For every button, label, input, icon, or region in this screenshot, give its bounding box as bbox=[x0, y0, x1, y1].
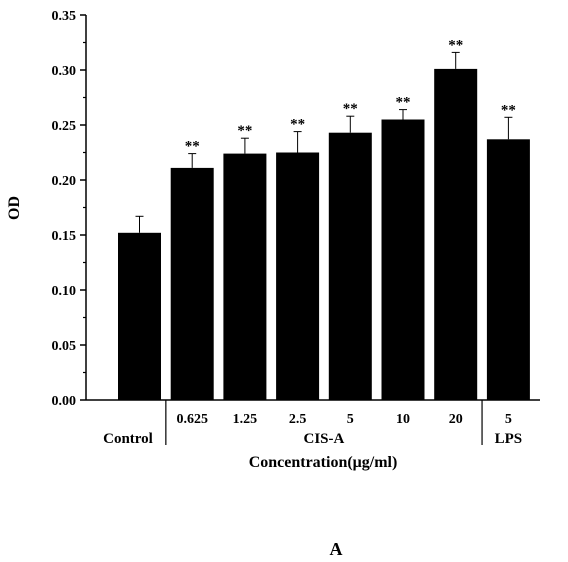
y-axis-title: OD bbox=[6, 196, 23, 220]
group-label: CIS-A bbox=[304, 431, 345, 447]
bar bbox=[223, 154, 266, 400]
y-tick-label: 0.25 bbox=[52, 119, 77, 134]
bar-series bbox=[118, 69, 530, 400]
y-axis-ticks: 0.00 0.05 0.10 0.15 0.20 0.25 0.30 0.35 bbox=[52, 9, 87, 409]
significance-mark: ** bbox=[396, 95, 411, 111]
x-category-label: 5 bbox=[505, 412, 512, 427]
significance-mark: ** bbox=[501, 102, 516, 118]
x-axis-title: Concentration(μg/ml) bbox=[249, 454, 398, 471]
x-category-label: 10 bbox=[396, 412, 410, 427]
panel-label: A bbox=[330, 539, 343, 559]
bar bbox=[487, 139, 530, 400]
bar bbox=[434, 69, 477, 400]
y-tick-label: 0.00 bbox=[52, 394, 77, 409]
x-category-label: 1.25 bbox=[233, 412, 258, 427]
x-axis-category-labels: 0.625 1.25 2.5 5 10 20 5 bbox=[176, 412, 511, 427]
bar bbox=[171, 168, 214, 400]
significance-mark: ** bbox=[290, 117, 305, 133]
y-tick-label: 0.05 bbox=[52, 339, 77, 354]
x-category-label: 0.625 bbox=[176, 412, 208, 427]
y-tick-label: 0.20 bbox=[52, 174, 77, 189]
bar bbox=[329, 133, 372, 400]
x-category-label: 2.5 bbox=[289, 412, 307, 427]
bar bbox=[118, 233, 161, 400]
x-category-label: 5 bbox=[347, 412, 354, 427]
significance-mark: ** bbox=[237, 123, 252, 139]
y-tick-label: 0.30 bbox=[52, 64, 77, 79]
bar bbox=[276, 153, 319, 401]
bar bbox=[382, 120, 425, 401]
x-category-label: 20 bbox=[449, 412, 463, 427]
group-label: LPS bbox=[495, 431, 523, 447]
significance-mark: ** bbox=[185, 139, 200, 155]
y-tick-label: 0.15 bbox=[52, 229, 77, 244]
y-tick-label: 0.10 bbox=[52, 284, 77, 299]
group-label: Control bbox=[103, 431, 153, 447]
significance-mark: ** bbox=[343, 101, 358, 117]
y-tick-label: 0.35 bbox=[52, 9, 77, 24]
significance-mark: ** bbox=[448, 37, 463, 53]
